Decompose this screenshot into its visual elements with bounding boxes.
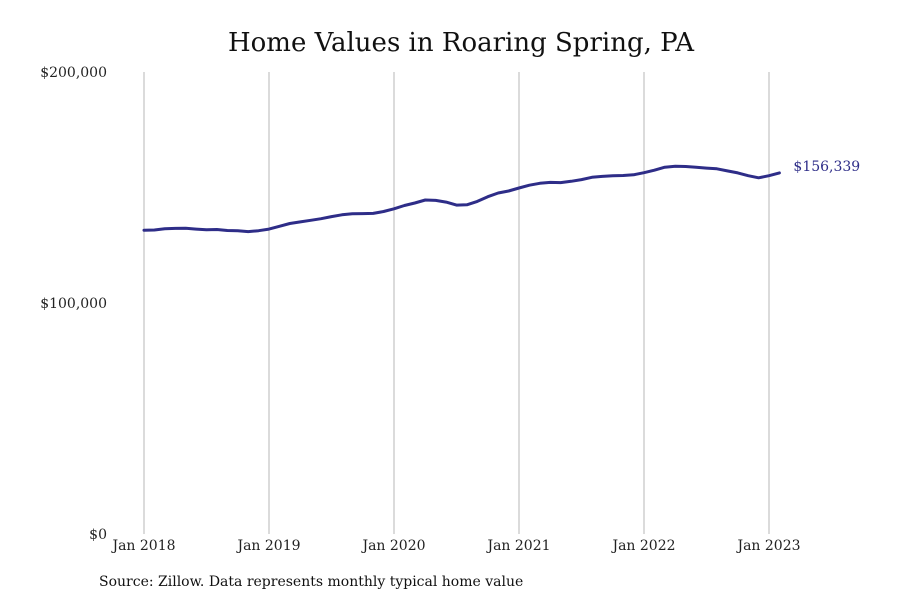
y-tick-label: $100,000	[40, 296, 107, 312]
end-value-label: $156,339	[793, 159, 860, 175]
series-line	[142, 164, 781, 234]
y-tick-label: $200,000	[40, 65, 107, 81]
x-tick-label: Jan 2018	[110, 538, 175, 554]
x-tick-label: Jan 2020	[360, 538, 425, 554]
y-axis-ticks: $0 $100,000 $200,000	[40, 65, 107, 543]
series-layer: $156,339	[142, 159, 860, 234]
source-note: Source: Zillow. Data represents monthly …	[99, 574, 523, 590]
y-tick-label: $0	[89, 527, 107, 543]
x-tick-label: Jan 2019	[235, 538, 300, 554]
x-tick-label: Jan 2021	[485, 538, 550, 554]
gridlines	[143, 72, 770, 534]
x-tick-label: Jan 2023	[735, 538, 800, 554]
x-tick-label: Jan 2022	[610, 538, 675, 554]
chart-title: Home Values in Roaring Spring, PA	[228, 28, 695, 58]
x-axis-ticks: Jan 2018 Jan 2019 Jan 2020 Jan 2021 Jan 2022…	[110, 538, 800, 554]
